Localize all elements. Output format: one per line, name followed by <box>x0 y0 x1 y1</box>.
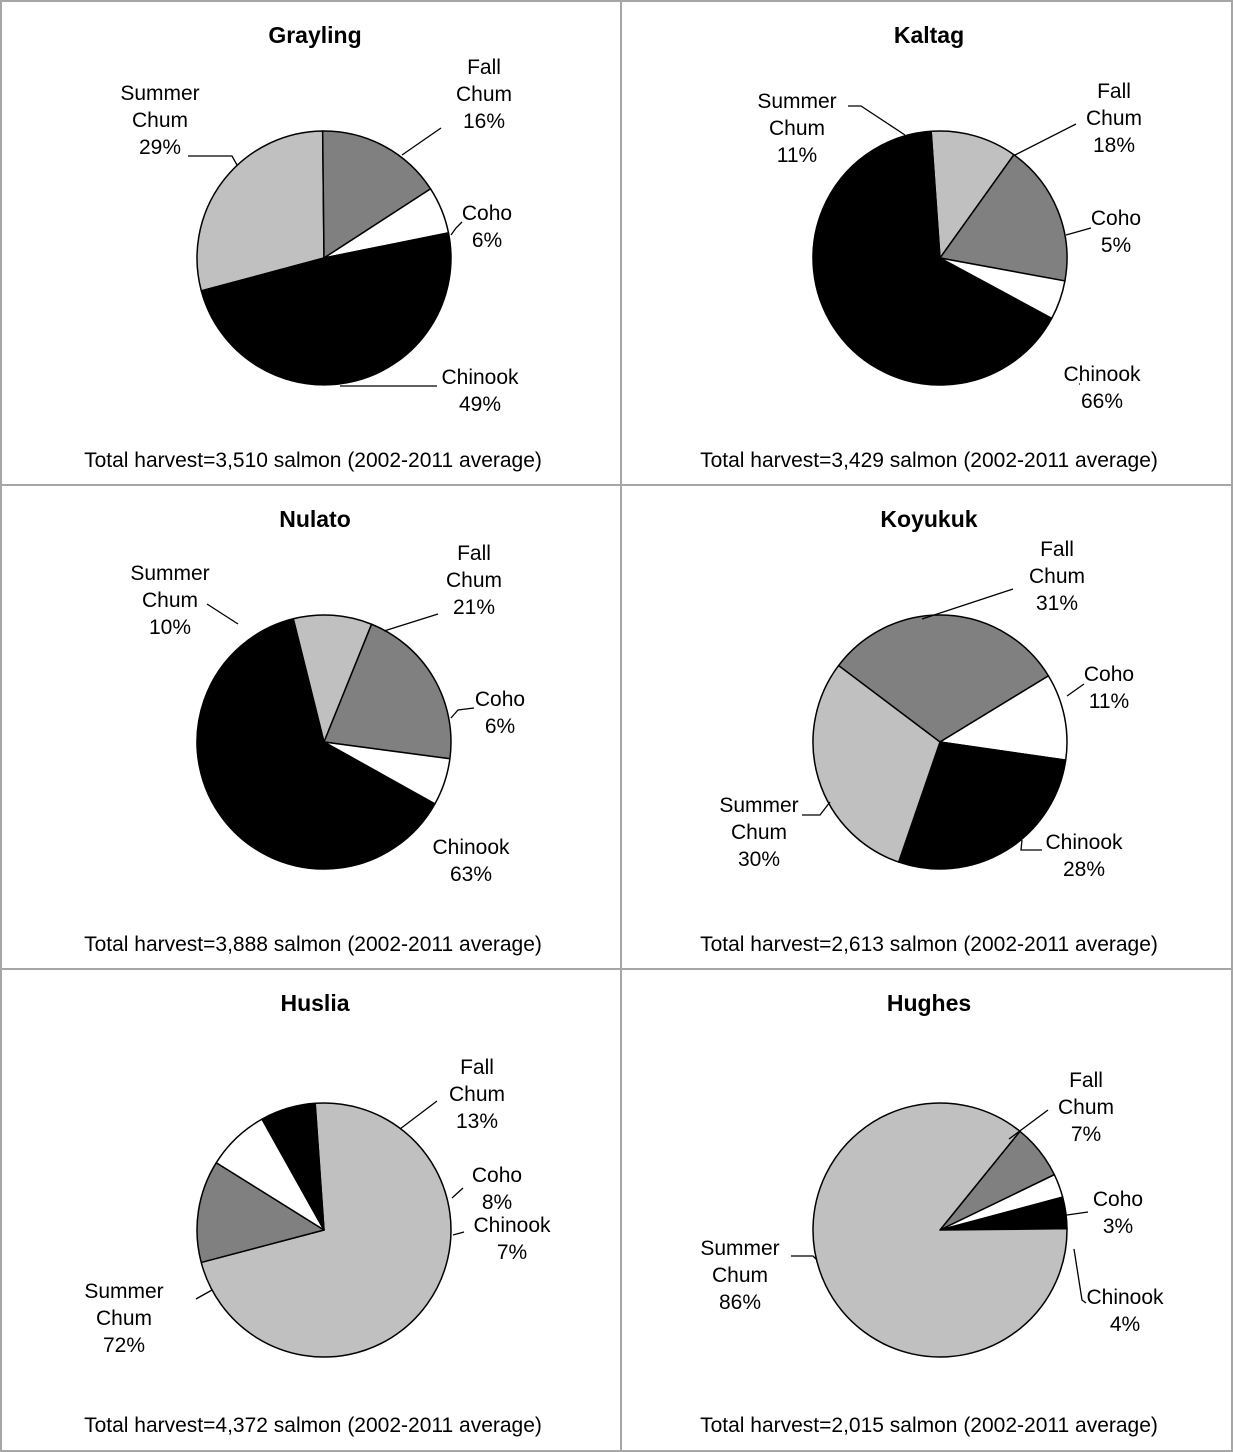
leader-line <box>188 155 238 166</box>
pie-chart: Grayling Summer Chum 29% Fall Chum 16% Coho 6% Ch… <box>84 22 542 472</box>
slice-label-summer-chum: Summer Chum 11% <box>757 90 836 167</box>
slice-fall-chum <box>196 1161 325 1264</box>
slice-chinook <box>200 232 452 386</box>
pie-panel-hughes: Hughes Summer Chum 86% Fall Chum 7% Coho 3% Chino… <box>620 968 1233 1452</box>
chart-title: Koyukuk <box>880 506 977 532</box>
slice-label-summer-chum: Summer Chum 29% <box>120 82 199 159</box>
leader-line <box>1073 1248 1087 1304</box>
total-harvest-label: Total harvest=4,372 salmon (2002-2011 av… <box>84 1414 542 1437</box>
leader-line <box>1065 227 1092 236</box>
chart-title: Nulato <box>279 506 351 532</box>
slice-label-fall-chum: Fall Chum 21% <box>446 542 502 619</box>
slice-label-fall-chum: Fall Chum 7% <box>1058 1069 1114 1146</box>
slice-label-coho: Coho 6% <box>462 202 512 252</box>
slice-label-summer-chum: Summer Chum 10% <box>130 562 209 639</box>
slice-summer-chum <box>196 130 325 292</box>
leader-line <box>791 1255 818 1261</box>
slice-summer-chum <box>812 664 941 863</box>
chart-title: Kaltag <box>894 22 964 48</box>
slice-chinook <box>812 130 1053 386</box>
leader-line <box>206 603 239 625</box>
slice-label-chinook: Chinook 49% <box>441 366 519 416</box>
slice-label-fall-chum: Fall Chum 13% <box>449 1056 505 1133</box>
leader-line <box>1066 683 1085 697</box>
slice-label-chinook: Chinook 28% <box>1045 831 1123 881</box>
leader-line <box>1061 1211 1089 1218</box>
slice-fall-chum <box>321 130 432 259</box>
leader-line <box>450 221 463 236</box>
slice-label-coho: Coho 11% <box>1084 663 1134 713</box>
slice-chinook <box>196 618 436 870</box>
slice-label-summer-chum: Summer Chum 30% <box>719 794 798 871</box>
leader-line <box>1014 123 1077 156</box>
slice-label-fall-chum: Fall Chum 31% <box>1029 538 1085 615</box>
leader-line <box>802 801 831 816</box>
leader-line <box>1008 1109 1049 1140</box>
total-harvest-label: Total harvest=2,015 salmon (2002-2011 av… <box>700 1414 1158 1437</box>
leader-line <box>848 105 906 136</box>
slice-label-chinook: Chinook 66% <box>1063 363 1141 413</box>
slice-label-chinook: Chinook 63% <box>432 836 510 886</box>
leader-line <box>452 1231 465 1236</box>
slice-chinook <box>261 1102 325 1231</box>
chart-title: Grayling <box>268 22 361 48</box>
chart-title: Huslia <box>280 990 349 1016</box>
pie-chart: Nulato Summer Chum 10% Fall Chum 21% Coho 6% Chin… <box>84 506 542 956</box>
slice-summer-chum <box>930 130 1015 259</box>
pie-chart: Koyukuk Summer Chum 30% Fall Chum 31% Coho 11% Ch… <box>700 506 1158 956</box>
slice-summer-chum <box>812 1102 1068 1358</box>
slice-summer-chum <box>200 1102 452 1358</box>
leader-line <box>399 1100 438 1130</box>
leader-line <box>383 613 439 632</box>
pie-panel-grayling: Grayling Summer Chum 29% Fall Chum 16% Coho 6% Ch… <box>0 0 623 487</box>
total-harvest-label: Total harvest=2,613 salmon (2002-2011 av… <box>700 933 1158 956</box>
leader-line <box>195 1289 213 1300</box>
pie-panel-kaltag: Kaltag Summer Chum 11% Fall Chum 18% Coho 5% Chin… <box>620 0 1233 487</box>
slice-label-chinook: Chinook 7% <box>473 1214 551 1264</box>
slice-label-summer-chum: Summer Chum 72% <box>84 1280 163 1357</box>
pie-chart: Kaltag Summer Chum 11% Fall Chum 18% Coho 5% Chin… <box>700 22 1158 472</box>
leader-line <box>401 127 442 156</box>
total-harvest-label: Total harvest=3,888 salmon (2002-2011 av… <box>84 933 542 956</box>
slice-fall-chum <box>837 614 1050 743</box>
slice-label-coho: Coho 3% <box>1093 1188 1143 1238</box>
slice-label-fall-chum: Fall Chum 16% <box>456 56 512 133</box>
leader-line <box>921 588 1014 620</box>
slice-label-chinook: Chinook 4% <box>1086 1286 1164 1336</box>
total-harvest-label: Total harvest=3,510 salmon (2002-2011 av… <box>84 449 542 472</box>
slice-coho <box>939 675 1068 761</box>
slice-summer-chum <box>292 614 373 743</box>
slice-label-coho: Coho 5% <box>1091 207 1141 257</box>
leader-line <box>451 1187 464 1199</box>
slice-chinook <box>897 741 1067 870</box>
slice-label-coho: Coho 8% <box>472 1164 522 1214</box>
leader-line <box>1020 839 1042 851</box>
pie-panel-nulato: Nulato Summer Chum 10% Fall Chum 21% Coho 6% Chin… <box>0 484 623 971</box>
slice-label-fall-chum: Fall Chum 18% <box>1086 80 1142 157</box>
total-harvest-label: Total harvest=3,429 salmon (2002-2011 av… <box>700 449 1158 472</box>
leader-line <box>450 707 475 719</box>
pie-chart: Huslia Summer Chum 72% Fall Chum 13% Coho 8%Chin… <box>84 990 551 1437</box>
pie-chart: Hughes Summer Chum 86% Fall Chum 7% Coho 3% Chino… <box>700 990 1164 1437</box>
slice-fall-chum <box>939 153 1068 282</box>
pie-panel-koyukuk: Koyukuk Summer Chum 30% Fall Chum 31% Coho 11% Ch… <box>620 484 1233 971</box>
chart-title: Hughes <box>887 990 971 1016</box>
slice-label-summer-chum: Summer Chum 86% <box>700 1237 779 1314</box>
slice-label-coho: Coho 6% <box>475 688 525 738</box>
pie-panel-huslia: Huslia Summer Chum 72% Fall Chum 13% Coho 8% Chin… <box>0 968 623 1452</box>
